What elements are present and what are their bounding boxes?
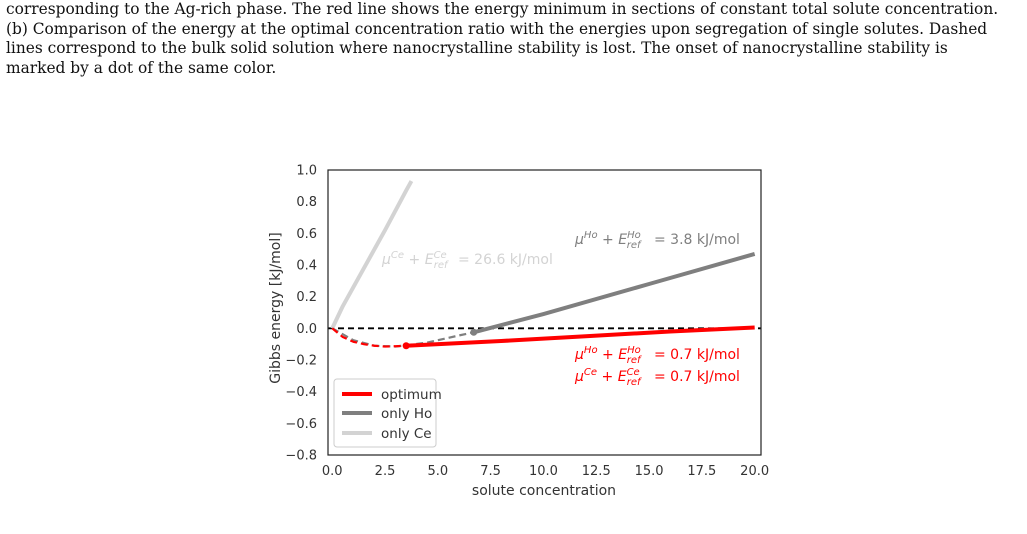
annotation-ho-gray-value: = 3.8 kJ/mol — [654, 232, 740, 248]
y-tick-label: 1.0 — [296, 164, 317, 179]
y-tick-label: −0.4 — [285, 385, 317, 400]
x-tick-label: 20.0 — [740, 464, 769, 479]
x-tick-label: 2.5 — [375, 464, 396, 479]
annotation-ce-red: μCe + ECe ref = 0.7 kJ/mol — [574, 367, 740, 388]
series-layer — [330, 180, 756, 350]
y-tick-label: −0.2 — [285, 354, 317, 369]
x-tick-label: 12.5 — [582, 464, 611, 479]
annotation-ho-gray-symbol: μHo + EHo ref — [574, 230, 642, 251]
legend-label-only-ce: only Ce — [381, 426, 432, 442]
plot-frame — [327, 169, 762, 456]
onset-marker-only-ho — [470, 328, 478, 336]
legend-label-only-ho: only Ho — [381, 406, 432, 422]
annotation-ce-gray-value: = 26.6 kJ/mol — [458, 252, 553, 268]
series-line-optimum-dashed — [331, 327, 407, 348]
y-tick-label: 0.6 — [296, 227, 317, 242]
annotation-ho-gray: μHo + EHo ref = 3.8 kJ/mol — [574, 230, 740, 251]
y-tick-label: −0.6 — [285, 417, 317, 432]
x-tick-label: 17.5 — [687, 464, 716, 479]
annotation-ho-red-value: = 0.7 kJ/mol — [654, 347, 740, 363]
y-axis-label: Gibbs energy [kJ/mol] — [268, 232, 284, 383]
figure-caption: corresponding to the Ag-rich phase. The … — [6, 0, 1022, 78]
y-tick-label: 0.2 — [296, 290, 317, 305]
caption-line: corresponding to the Ag-rich phase. The … — [6, 0, 999, 18]
legend-label-optimum: optimum — [381, 387, 442, 403]
annotation-ce-gray: μCe + ECe ref = 26.6 kJ/mol — [381, 250, 553, 271]
axis-ticks: 0.0 2.5 5.0 7.5 10.0 12.5 15.0 17.5 20.0 1.0 0.8 0.… — [285, 164, 769, 480]
y-tick-label: 0.4 — [296, 259, 317, 274]
y-tick-label: 0.0 — [296, 322, 317, 337]
x-axis-label: solute concentration — [472, 483, 616, 499]
onset-marker-optimum — [402, 342, 410, 350]
y-tick-label: −0.8 — [285, 449, 317, 464]
annotation-ho-red-symbol: μHo + EHo ref — [574, 345, 642, 366]
y-tick-label: 0.8 — [296, 195, 317, 210]
series-line-only-ho — [473, 251, 756, 335]
caption-line: lines correspond to the bulk solid solut… — [6, 39, 948, 57]
x-tick-label: 0.0 — [322, 464, 343, 479]
series-line-only-ce — [330, 180, 414, 330]
annotation-ce-red-symbol: μCe + ECe ref — [574, 367, 642, 388]
x-tick-label: 7.5 — [480, 464, 501, 479]
legend: optimum only Ho only Ce — [333, 378, 442, 448]
x-tick-label: 15.0 — [635, 464, 664, 479]
caption-line: marked by a dot of the same color. — [6, 58, 277, 77]
x-tick-label: 5.0 — [427, 464, 448, 479]
annotation-ce-gray-symbol: μCe + ECe ref — [381, 250, 449, 271]
series-line-optimum — [406, 325, 755, 348]
annotation-ho-red: μHo + EHo ref = 0.7 kJ/mol — [574, 345, 740, 366]
caption-line: (b) Comparison of the energy at the opti… — [6, 19, 988, 38]
x-tick-label: 10.0 — [529, 464, 558, 479]
annotation-ce-red-value: = 0.7 kJ/mol — [654, 369, 740, 385]
